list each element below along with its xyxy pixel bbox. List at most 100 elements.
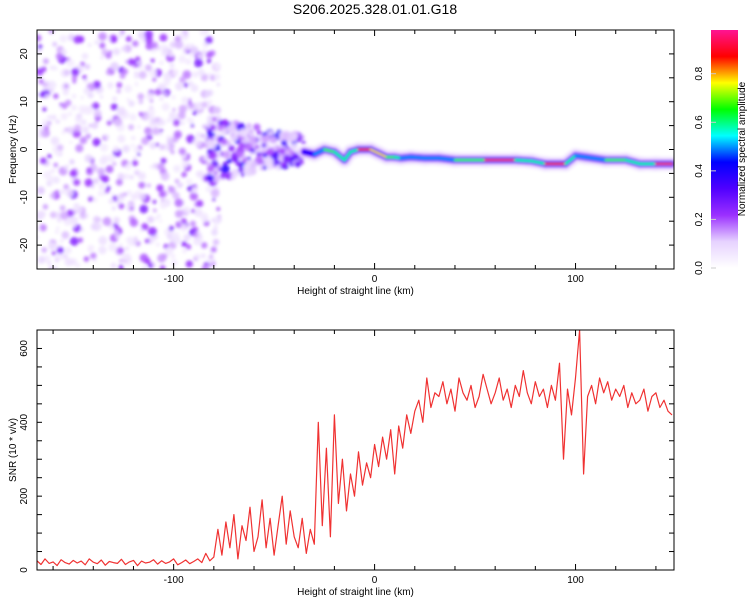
- noise-blob: [52, 41, 58, 47]
- noise-blob: [200, 74, 209, 82]
- noise-blob: [45, 94, 50, 99]
- noise-blob: [130, 193, 138, 201]
- x-tick-label: -100: [164, 274, 184, 285]
- noise-blob: [149, 142, 157, 150]
- spectrogram-image: [37, 30, 674, 269]
- noise-blob: [192, 71, 199, 78]
- noise-blob: [67, 111, 73, 117]
- noise-blob: [155, 142, 160, 147]
- noise-blob: [132, 40, 139, 47]
- noise-blob: [47, 153, 52, 159]
- colorbar-tick-label: 0.6: [694, 115, 705, 129]
- noise-blob: [70, 216, 79, 225]
- noise-blob: [118, 243, 123, 248]
- noise-blob: [84, 178, 94, 187]
- x-axis-label: Height of straight line (km): [297, 587, 414, 598]
- noise-blob: [69, 169, 78, 178]
- noise-blob: [205, 51, 213, 59]
- noise-blob: [137, 172, 146, 181]
- noise-blob: [49, 65, 55, 70]
- noise-blob: [124, 163, 132, 170]
- noise-blob: [110, 62, 119, 71]
- noise-blob: [83, 87, 91, 95]
- noise-blob: [53, 162, 59, 168]
- noise-blob: [133, 156, 137, 160]
- noise-blob: [73, 202, 80, 210]
- noise-blob: [56, 119, 61, 124]
- noise-blob: [101, 175, 110, 184]
- signal-blob: [217, 152, 221, 156]
- noise-blob: [139, 228, 144, 233]
- noise-blob: [53, 93, 59, 99]
- ridge-segment: [303, 150, 316, 156]
- signal-blob: [260, 133, 270, 143]
- signal-blob: [279, 147, 286, 154]
- noise-blob: [186, 117, 191, 122]
- y-tick-label: 20: [19, 48, 30, 60]
- noise-blob: [103, 192, 107, 196]
- noise-blob: [42, 204, 49, 210]
- noise-blob: [62, 253, 68, 259]
- noise-blob: [37, 91, 40, 96]
- signal-blob: [251, 161, 258, 168]
- noise-blob: [100, 55, 104, 60]
- noise-blob: [179, 32, 185, 38]
- noise-blob: [159, 201, 168, 209]
- noise-blob: [56, 165, 60, 169]
- noise-blob: [167, 138, 174, 144]
- noise-blob: [170, 253, 176, 259]
- ridge-segment: [624, 158, 641, 165]
- signal-blob: [275, 145, 281, 151]
- noise-blob: [201, 49, 207, 55]
- noise-blob: [39, 223, 47, 232]
- noise-blob: [152, 199, 157, 204]
- noise-blob: [164, 246, 174, 256]
- noise-blob: [213, 106, 222, 115]
- noise-blob: [93, 215, 101, 223]
- noise-blob: [147, 227, 157, 237]
- noise-blob: [117, 134, 126, 143]
- x-tick-label: 100: [567, 575, 584, 586]
- noise-blob: [156, 184, 164, 192]
- noise-blob: [146, 183, 151, 188]
- signal-blob: [262, 153, 268, 158]
- noise-blob: [62, 89, 69, 96]
- noise-blob: [50, 114, 57, 121]
- noise-blob: [77, 237, 84, 243]
- ridge-segment: [409, 156, 426, 160]
- noise-blob: [120, 30, 125, 34]
- noise-blob: [149, 165, 154, 169]
- noise-blob: [191, 186, 198, 194]
- noise-blob: [118, 203, 125, 210]
- noise-blob: [118, 34, 122, 39]
- x-axis-label: Height of straight line (km): [297, 286, 414, 297]
- noise-blob: [131, 143, 135, 148]
- noise-blob: [92, 138, 101, 147]
- x-tick-label: -100: [164, 575, 184, 586]
- noise-blob: [73, 178, 81, 186]
- signal-blob: [226, 158, 232, 164]
- noise-blob: [159, 128, 163, 133]
- snr-panel: -100 0 100 0 200 400 600 Height of straight lin…: [8, 329, 675, 598]
- noise-blob: [197, 53, 203, 59]
- noise-blob: [119, 193, 124, 197]
- noise-blob: [196, 170, 205, 179]
- noise-blob: [136, 152, 141, 156]
- noise-blob: [141, 137, 150, 146]
- noise-blob: [159, 265, 166, 269]
- y-tick-label: 0: [19, 567, 30, 573]
- noise-blob: [78, 105, 87, 113]
- noise-blob: [172, 191, 180, 200]
- noise-blob: [102, 217, 112, 226]
- noise-blob: [40, 130, 49, 138]
- noise-blob: [178, 104, 187, 114]
- y-tick-label: 0: [19, 146, 30, 152]
- signal-blob: [272, 146, 277, 151]
- noise-blob: [105, 69, 112, 76]
- noise-blob: [137, 99, 142, 104]
- noise-blob: [66, 126, 75, 134]
- noise-blob: [64, 257, 73, 267]
- noise-blob: [199, 30, 208, 36]
- noise-blob: [92, 102, 100, 110]
